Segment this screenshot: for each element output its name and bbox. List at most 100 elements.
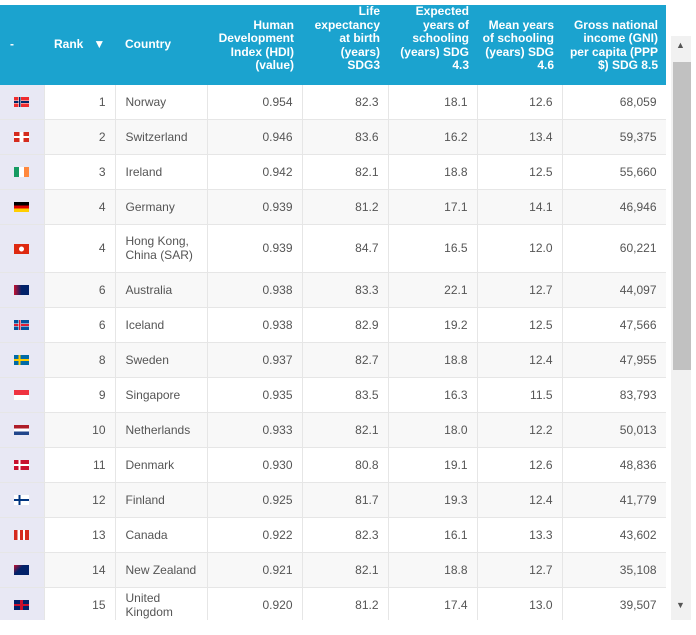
gni-cell: 68,059 bbox=[562, 84, 666, 120]
rank-cell: 3 bbox=[44, 154, 116, 190]
mean-schooling-cell: 12.2 bbox=[477, 412, 563, 448]
table-row[interactable]: 10 Netherlands 0.933 82.1 18.0 12.2 50,013 bbox=[0, 412, 666, 448]
life-expectancy-cell: 82.7 bbox=[302, 342, 389, 378]
gni-cell: 35,108 bbox=[562, 552, 666, 588]
life-expectancy-cell: 82.3 bbox=[302, 84, 389, 120]
rank-cell: 12 bbox=[44, 482, 116, 518]
rank-cell: 6 bbox=[44, 307, 116, 343]
new-zealand-flag-icon bbox=[14, 565, 30, 576]
gni-cell: 46,946 bbox=[562, 189, 666, 225]
scroll-up-icon[interactable]: ▲ bbox=[676, 40, 685, 50]
hdi-cell: 0.933 bbox=[207, 412, 303, 448]
table-row[interactable]: 2 Switzerland 0.946 83.6 16.2 13.4 59,375 bbox=[0, 119, 666, 155]
expected-schooling-cell: 16.3 bbox=[388, 377, 478, 413]
rank-cell: 9 bbox=[44, 377, 116, 413]
flag-cell bbox=[0, 84, 45, 120]
rank-cell: 11 bbox=[44, 447, 116, 483]
gni-cell: 83,793 bbox=[562, 377, 666, 413]
mean-schooling-cell: 12.4 bbox=[477, 482, 563, 518]
rank-cell: 15 bbox=[44, 587, 116, 620]
table-row[interactable]: 12 Finland 0.925 81.7 19.3 12.4 41,779 bbox=[0, 482, 666, 518]
expected-schooling-cell: 22.1 bbox=[388, 272, 478, 308]
flag-cell bbox=[0, 307, 45, 343]
mean-schooling-cell: 11.5 bbox=[477, 377, 563, 413]
gni-cell: 48,836 bbox=[562, 447, 666, 483]
rank-cell: 2 bbox=[44, 119, 116, 155]
table-row[interactable]: 14 New Zealand 0.921 82.1 18.8 12.7 35,108 bbox=[0, 552, 666, 588]
mean-schooling-cell: 12.5 bbox=[477, 154, 563, 190]
header-mean-schooling[interactable]: Mean years of schooling (years) SDG 4.6 bbox=[477, 5, 562, 85]
table-row[interactable]: 6 Australia 0.938 83.3 22.1 12.7 44,097 bbox=[0, 272, 666, 308]
country-cell: Norway bbox=[115, 84, 208, 120]
ireland-flag-icon bbox=[14, 167, 30, 178]
rank-cell: 1 bbox=[44, 84, 116, 120]
iceland-flag-icon bbox=[14, 320, 30, 331]
hdi-cell: 0.939 bbox=[207, 224, 303, 273]
header-flag[interactable]: - bbox=[0, 5, 44, 85]
rank-label: Rank bbox=[54, 37, 84, 51]
table-row[interactable]: 8 Sweden 0.937 82.7 18.8 12.4 47,955 bbox=[0, 342, 666, 378]
expected-schooling-cell: 19.2 bbox=[388, 307, 478, 343]
expected-schooling-cell: 18.8 bbox=[388, 154, 478, 190]
netherlands-flag-icon bbox=[14, 425, 30, 436]
header-expected-schooling[interactable]: Expected years of schooling (years) SDG … bbox=[388, 5, 477, 85]
rank-cell: 10 bbox=[44, 412, 116, 448]
scrollbar-thumb[interactable] bbox=[673, 62, 691, 370]
header-rank[interactable]: Rank ▼ bbox=[44, 5, 115, 85]
hdi-cell: 0.954 bbox=[207, 84, 303, 120]
country-cell: Finland bbox=[115, 482, 208, 518]
canada-flag-icon bbox=[14, 530, 30, 541]
mean-schooling-cell: 12.6 bbox=[477, 84, 563, 120]
table-row[interactable]: 9 Singapore 0.935 83.5 16.3 11.5 83,793 bbox=[0, 377, 666, 413]
header-life-expectancy[interactable]: Life expectancy at birth (years) SDG3 bbox=[302, 5, 388, 85]
life-expectancy-cell: 81.2 bbox=[302, 587, 389, 620]
table-row[interactable]: 4 Germany 0.939 81.2 17.1 14.1 46,946 bbox=[0, 189, 666, 225]
scroll-down-icon[interactable]: ▼ bbox=[676, 600, 685, 610]
table-row[interactable]: 3 Ireland 0.942 82.1 18.8 12.5 55,660 bbox=[0, 154, 666, 190]
life-expectancy-cell: 82.1 bbox=[302, 154, 389, 190]
header-hdi[interactable]: Human Development Index (HDI) (value) bbox=[207, 5, 302, 85]
table-row[interactable]: 13 Canada 0.922 82.3 16.1 13.3 43,602 bbox=[0, 517, 666, 553]
country-cell: Iceland bbox=[115, 307, 208, 343]
flag-cell bbox=[0, 154, 45, 190]
table-row[interactable]: 1 Norway 0.954 82.3 18.1 12.6 68,059 bbox=[0, 84, 666, 120]
flag-cell bbox=[0, 342, 45, 378]
country-cell: Canada bbox=[115, 517, 208, 553]
table-row[interactable]: 6 Iceland 0.938 82.9 19.2 12.5 47,566 bbox=[0, 307, 666, 343]
header-gni[interactable]: Gross national income (GNI) per capita (… bbox=[562, 5, 666, 85]
expected-schooling-cell: 18.8 bbox=[388, 552, 478, 588]
hdi-table-container: - Rank ▼ Country Human Development Index… bbox=[0, 5, 666, 620]
united-kingdom-flag-icon bbox=[14, 600, 30, 611]
expected-schooling-cell: 17.1 bbox=[388, 189, 478, 225]
life-expectancy-cell: 81.7 bbox=[302, 482, 389, 518]
mean-schooling-cell: 12.0 bbox=[477, 224, 563, 273]
australia-flag-icon bbox=[14, 285, 30, 296]
rank-cell: 14 bbox=[44, 552, 116, 588]
mean-schooling-cell: 12.6 bbox=[477, 447, 563, 483]
denmark-flag-icon bbox=[14, 460, 30, 471]
country-cell: Hong Kong, China (SAR) bbox=[115, 224, 208, 273]
country-cell: New Zealand bbox=[115, 552, 208, 588]
table-row[interactable]: 15 United Kingdom 0.920 81.2 17.4 13.0 39,507 bbox=[0, 587, 666, 620]
table-row[interactable]: 4 Hong Kong, China (SAR) 0.939 84.7 16.5 12.0… bbox=[0, 224, 666, 273]
flag-cell bbox=[0, 119, 45, 155]
hdi-table: - Rank ▼ Country Human Development Index… bbox=[0, 5, 666, 620]
table-row[interactable]: 11 Denmark 0.930 80.8 19.1 12.6 48,836 bbox=[0, 447, 666, 483]
flag-cell bbox=[0, 189, 45, 225]
mean-schooling-cell: 12.5 bbox=[477, 307, 563, 343]
header-country[interactable]: Country bbox=[115, 5, 207, 85]
life-expectancy-cell: 82.9 bbox=[302, 307, 389, 343]
life-expectancy-cell: 84.7 bbox=[302, 224, 389, 273]
expected-schooling-cell: 19.3 bbox=[388, 482, 478, 518]
gni-cell: 41,779 bbox=[562, 482, 666, 518]
norway-flag-icon bbox=[14, 97, 30, 108]
life-expectancy-cell: 83.6 bbox=[302, 119, 389, 155]
gni-cell: 39,507 bbox=[562, 587, 666, 620]
mean-schooling-cell: 12.7 bbox=[477, 272, 563, 308]
switzerland-flag-icon bbox=[14, 132, 30, 143]
flag-cell bbox=[0, 482, 45, 518]
hdi-cell: 0.920 bbox=[207, 587, 303, 620]
country-cell: United Kingdom bbox=[115, 587, 208, 620]
flag-cell bbox=[0, 412, 45, 448]
country-cell: Germany bbox=[115, 189, 208, 225]
